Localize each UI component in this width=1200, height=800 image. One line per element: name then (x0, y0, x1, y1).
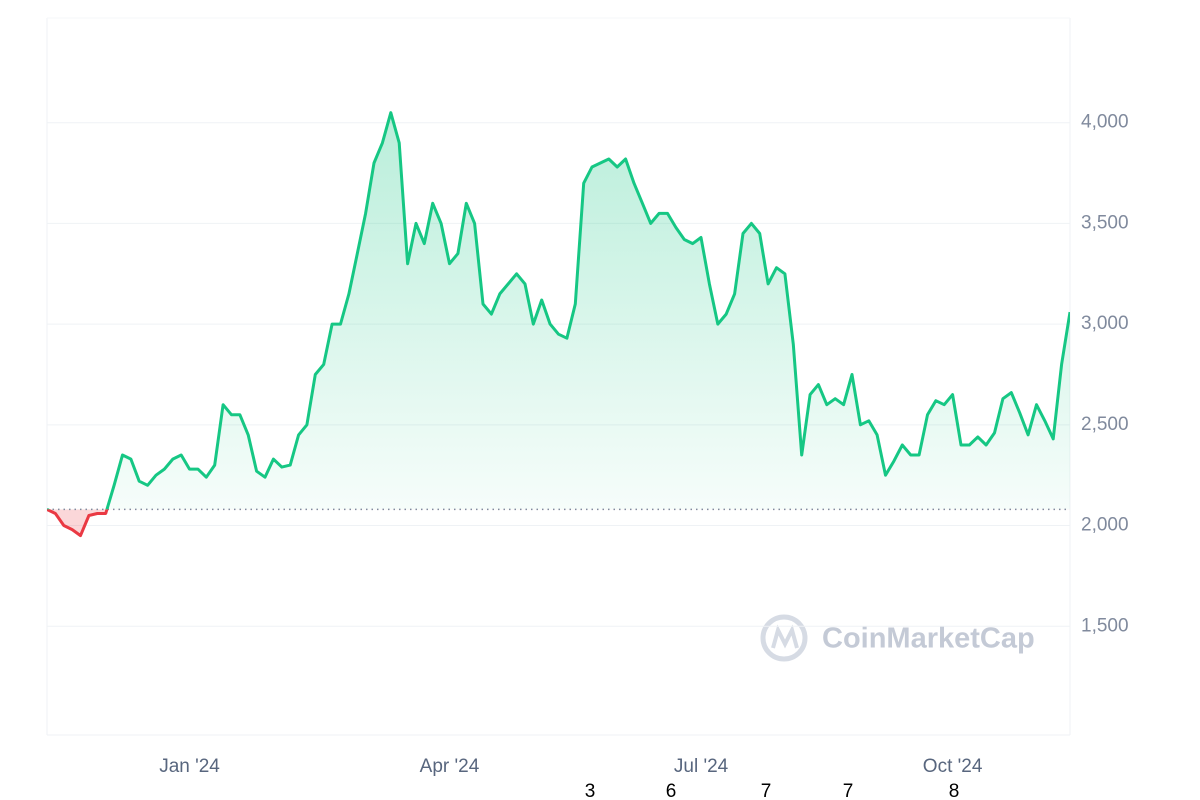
watermark-text: CoinMarketCap (822, 623, 1035, 655)
watermark (760, 614, 808, 662)
x-tick-label: Apr '24 (420, 756, 480, 777)
area-above (47, 112, 1070, 510)
footer-label: 7 (843, 781, 854, 800)
x-tick-label: Jan '24 (159, 756, 220, 777)
footer-label: 7 (761, 781, 772, 800)
x-tick-label: Oct '24 (923, 756, 983, 777)
y-tick-label: 3,000 (1081, 313, 1129, 334)
y-tick-label: 1,500 (1081, 615, 1129, 636)
y-tick-label: 3,500 (1081, 212, 1129, 233)
watermark-logo-mark (771, 624, 799, 649)
price-line (47, 111, 1070, 510)
x-tick-label: Jul '24 (674, 756, 729, 777)
footer-label: 3 (585, 781, 596, 800)
footer-label: 8 (949, 781, 960, 800)
y-tick-label: 4,000 (1081, 112, 1129, 133)
watermark-logo (760, 614, 808, 662)
footer-label: 6 (666, 781, 677, 800)
y-tick-label: 2,000 (1081, 515, 1129, 536)
y-tick-label: 2,500 (1081, 414, 1129, 435)
